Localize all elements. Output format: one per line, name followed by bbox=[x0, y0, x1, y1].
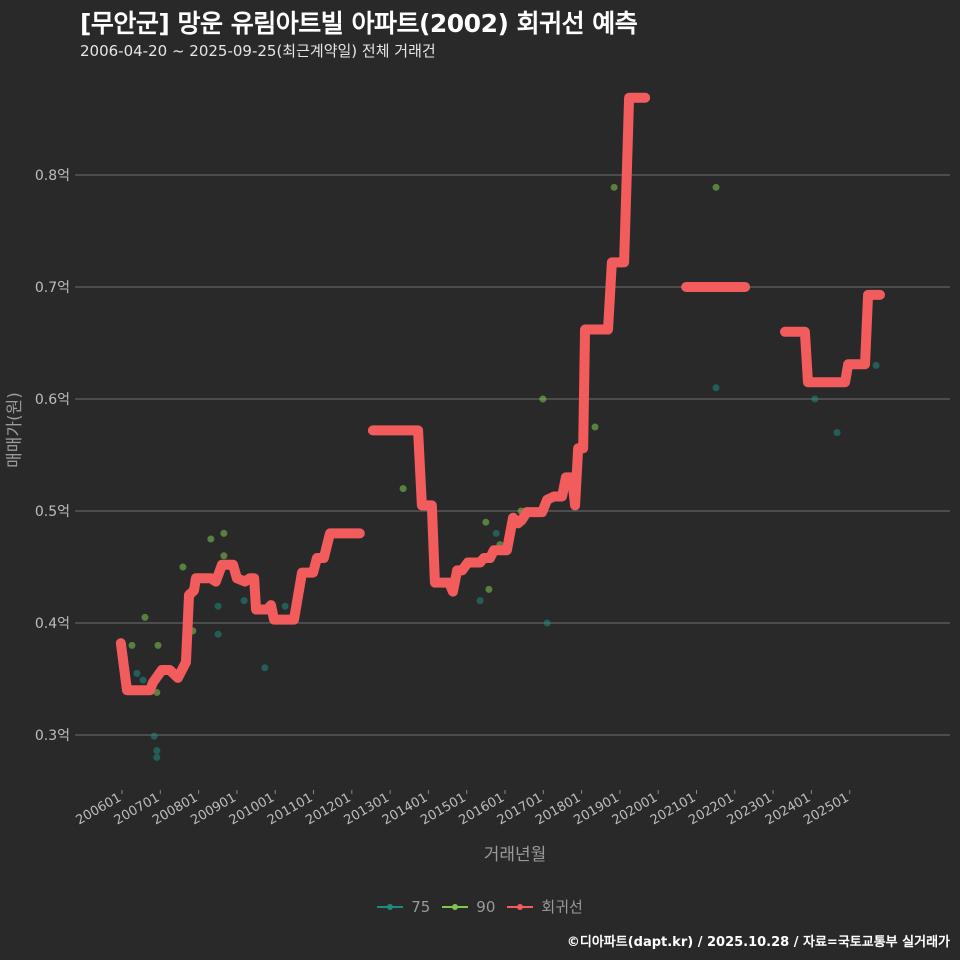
data-point-90 bbox=[128, 641, 136, 649]
regression-line-segment bbox=[779, 289, 885, 388]
x-axis-title: 거래년월 bbox=[484, 845, 547, 865]
data-point-90 bbox=[482, 518, 490, 526]
data-point-90 bbox=[220, 529, 228, 537]
data-point-90 bbox=[154, 641, 162, 649]
legend: 75 90 회귀선 bbox=[0, 896, 960, 917]
regression-line-segment bbox=[115, 528, 365, 696]
data-point-75 bbox=[872, 361, 880, 369]
legend-label: 회귀선 bbox=[541, 898, 583, 916]
source-credit: ©디아파트(dapt.kr) / 2025.10.28 / 자료=국토교통부 실… bbox=[566, 935, 950, 950]
y-tick-label: 0.5억 bbox=[35, 504, 70, 520]
data-point-75 bbox=[133, 669, 141, 677]
legend-swatch-75 bbox=[377, 903, 404, 910]
y-tick-label: 0.6억 bbox=[35, 392, 70, 408]
legend-swatch-90 bbox=[442, 903, 469, 910]
legend-item-75[interactable]: 75 bbox=[377, 896, 430, 917]
data-point-90 bbox=[399, 485, 407, 493]
y-tick-label: 0.8억 bbox=[35, 168, 70, 184]
legend-item-90[interactable]: 90 bbox=[442, 896, 495, 917]
data-point-90 bbox=[207, 535, 215, 543]
data-point-75 bbox=[139, 676, 147, 684]
data-point-90 bbox=[610, 183, 618, 191]
data-point-90 bbox=[539, 395, 547, 403]
y-tick-label: 0.4억 bbox=[35, 616, 70, 632]
y-axis-title: 매매가(원) bbox=[5, 392, 25, 468]
data-point-75 bbox=[261, 664, 269, 672]
data-point-75 bbox=[214, 602, 222, 610]
data-point-75 bbox=[150, 732, 158, 740]
data-point-90 bbox=[485, 585, 493, 593]
data-point-75 bbox=[153, 747, 161, 755]
data-point-75 bbox=[153, 753, 161, 761]
chart-subtitle: 2006-04-20 ~ 2025-09-25(최근계약일) 전체 거래건 bbox=[80, 42, 436, 60]
data-point-75 bbox=[476, 597, 484, 605]
legend-swatch-regression bbox=[507, 903, 534, 910]
data-point-90 bbox=[591, 423, 599, 431]
data-point-90 bbox=[179, 563, 187, 571]
data-point-90 bbox=[220, 552, 228, 560]
y-tick-label: 0.3억 bbox=[35, 728, 70, 744]
data-point-75 bbox=[811, 395, 819, 403]
data-point-75 bbox=[214, 630, 222, 638]
data-point-90 bbox=[141, 613, 149, 621]
regression-line-segment bbox=[367, 92, 651, 597]
data-point-75 bbox=[543, 619, 551, 627]
legend-label: 90 bbox=[476, 897, 496, 916]
legend-item-regression[interactable]: 회귀선 bbox=[507, 896, 583, 917]
data-point-90 bbox=[712, 183, 720, 191]
y-tick-label: 0.7억 bbox=[35, 280, 70, 296]
data-point-75 bbox=[833, 429, 841, 437]
data-point-75 bbox=[281, 602, 289, 610]
legend-label: 75 bbox=[411, 897, 431, 916]
data-point-75 bbox=[240, 597, 248, 605]
data-point-75 bbox=[712, 384, 720, 392]
data-point-75 bbox=[492, 529, 500, 537]
chart-title: [무안군] 망운 유림아트빌 아파트(2002) 회귀선 예측 bbox=[80, 9, 638, 38]
